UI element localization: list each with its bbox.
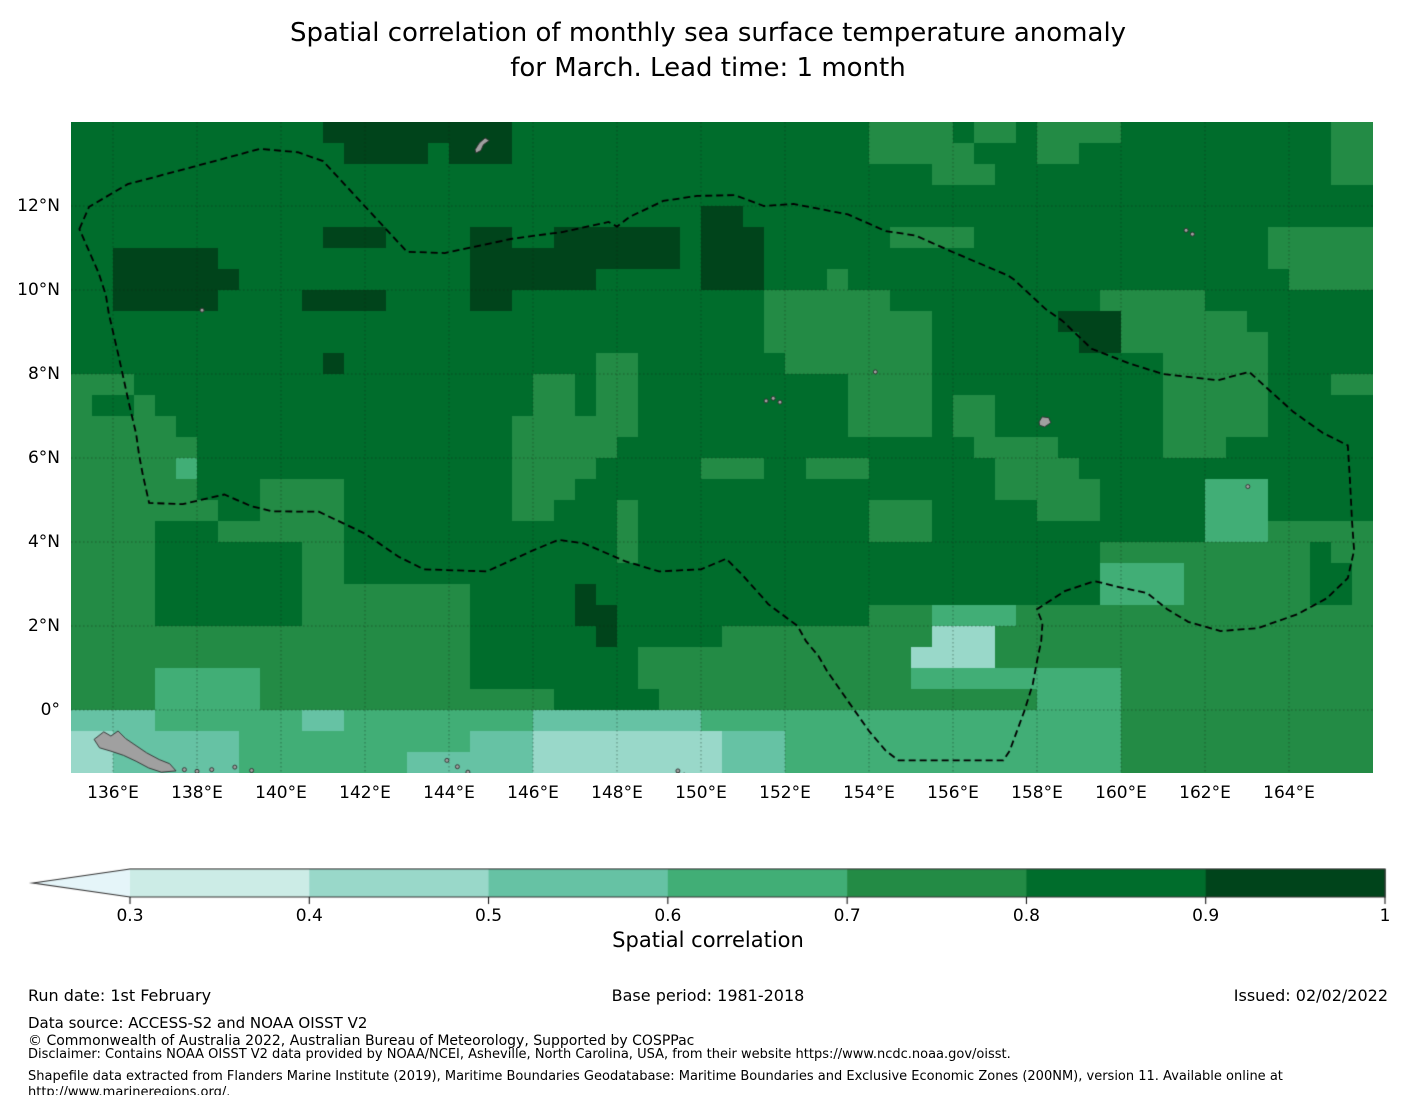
lon-tick-label: 148°E: [591, 783, 643, 803]
colorbar-tick-label: 0.9: [1192, 906, 1220, 926]
chart-title-line2: for March. Lead time: 1 month: [510, 53, 906, 83]
colorbar-canvas: [0, 868, 1416, 906]
colorbar-tick-label: 0.6: [654, 906, 682, 926]
run-date-text: Run date: 1st February: [28, 986, 212, 1005]
lat-tick-label: 8°N: [27, 364, 60, 384]
lon-tick-label: 140°E: [255, 783, 307, 803]
lon-tick-label: 150°E: [675, 783, 727, 803]
copyright-text: © Commonwealth of Australia 2022, Austra…: [28, 1033, 695, 1049]
base-period-text: Base period: 1981-2018: [611, 986, 805, 1005]
colorbar-label: Spatial correlation: [612, 928, 804, 952]
lon-tick-label: 160°E: [1095, 783, 1147, 803]
colorbar-tick-label: 0.4: [295, 906, 323, 926]
lon-tick-label: 154°E: [843, 783, 895, 803]
colorbar-tick-label: 0.8: [1012, 906, 1040, 926]
chart-title-line1: Spatial correlation of monthly sea surfa…: [289, 18, 1127, 48]
lat-tick-label: 6°N: [27, 448, 60, 468]
map-heatmap-canvas: [71, 122, 1373, 773]
lon-tick-label: 138°E: [171, 783, 223, 803]
lon-tick-label: 136°E: [87, 783, 139, 803]
lon-tick-label: 144°E: [423, 783, 475, 803]
colorbar-tick-label: 0.7: [833, 906, 861, 926]
colorbar-tick-label: 0.3: [116, 906, 144, 926]
lon-tick-label: 164°E: [1263, 783, 1315, 803]
lat-tick-label: 0°: [40, 700, 60, 720]
colorbar-tick-label: 1: [1379, 906, 1391, 926]
lon-tick-label: 146°E: [507, 783, 559, 803]
lat-tick-label: 12°N: [17, 196, 60, 216]
issued-date-text: Issued: 02/02/2022: [1233, 986, 1388, 1005]
colorbar-tick-label: 0.5: [475, 906, 503, 926]
lon-tick-label: 156°E: [927, 783, 979, 803]
shapefile-attribution-text: Shapefile data extracted from Flanders M…: [28, 1069, 1283, 1095]
lat-tick-label: 10°N: [17, 280, 60, 300]
lon-tick-label: 152°E: [759, 783, 811, 803]
lon-tick-label: 162°E: [1179, 783, 1231, 803]
data-source-text: Data source: ACCESS-S2 and NOAA OISST V2: [28, 1014, 368, 1032]
lat-tick-label: 4°N: [27, 532, 60, 552]
disclaimer-text: Disclaimer: Contains NOAA OISST V2 data …: [28, 1047, 1011, 1062]
lon-tick-label: 158°E: [1011, 783, 1063, 803]
lon-tick-label: 142°E: [339, 783, 391, 803]
lat-tick-label: 2°N: [27, 616, 60, 636]
